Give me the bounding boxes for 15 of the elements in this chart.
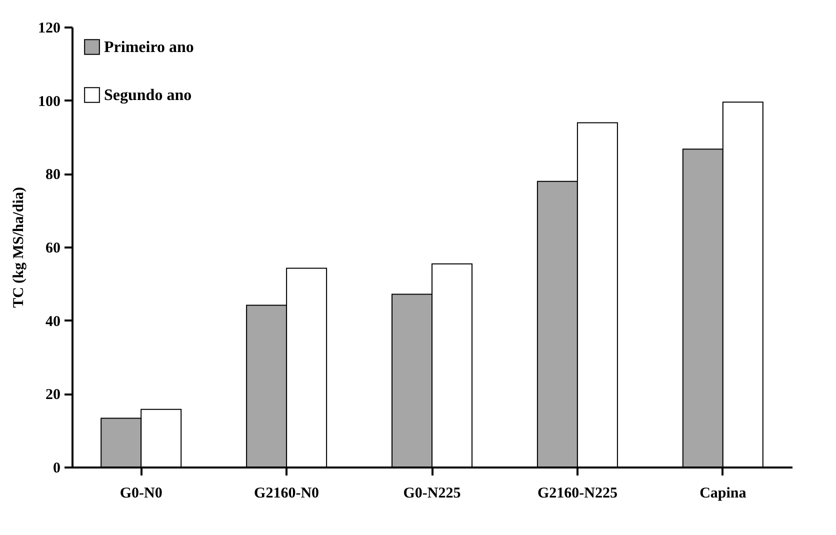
y-tick-label: 0 xyxy=(53,460,60,476)
y-tick-label: 60 xyxy=(46,240,60,256)
x-tick-label: G2160-N225 xyxy=(537,486,618,502)
x-tick-label: G0-N225 xyxy=(403,486,461,502)
legend-label: Segundo ano xyxy=(104,87,192,104)
y-tick-label: 100 xyxy=(38,94,60,110)
legend-label: Primeiro ano xyxy=(104,39,194,56)
y-axis-title: TC (kg MS/ha/dia) xyxy=(11,187,27,308)
y-tick-label: 20 xyxy=(46,387,60,404)
y-tick-label: 40 xyxy=(46,314,60,330)
x-tick-label: G2160-N0 xyxy=(254,486,320,502)
y-tick-label: 80 xyxy=(46,167,60,184)
x-tick-label: Capina xyxy=(700,486,747,502)
y-tick-label: 120 xyxy=(38,20,60,36)
x-tick-label: G0-N0 xyxy=(120,486,162,502)
